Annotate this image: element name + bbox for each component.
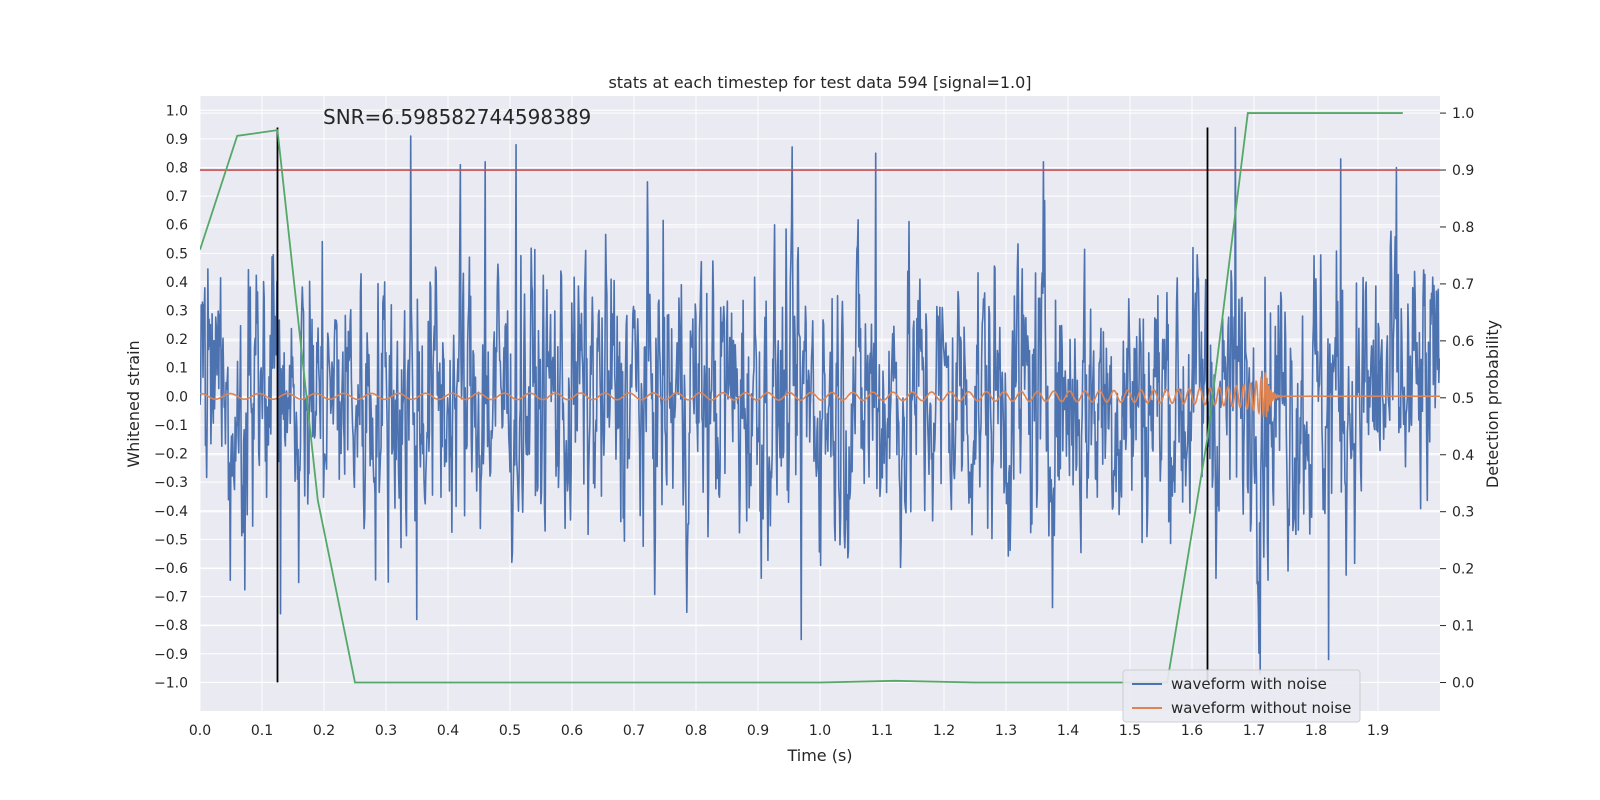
- axes-ticks: 0.0 0.1 0.2 0.3 0.4 0.5 0.6 0.7 0.8 0.9 1.0 1.1 1.2 1…: [154, 103, 1474, 739]
- x-tick-label: 1.8: [1305, 723, 1327, 739]
- y-axis-label-right: Detection probability: [1483, 320, 1502, 488]
- y-tick-label-left: −0.4: [154, 504, 188, 520]
- x-tick-label: 0.4: [437, 723, 459, 739]
- y-tick-label-left: −0.8: [154, 618, 188, 634]
- x-tick-label: 0.8: [685, 723, 707, 739]
- snr-annotation: SNR=6.598582744598389: [323, 105, 591, 129]
- plot-series: [200, 112, 1440, 684]
- y-tick-label-right: 0.2: [1452, 562, 1474, 578]
- x-tick-label: 1.0: [809, 723, 831, 739]
- legend: waveform with noise waveform without noi…: [1122, 669, 1361, 723]
- y-tick-label-left: 0.9: [166, 132, 188, 148]
- chart-title: stats at each timestep for test data 594…: [608, 73, 1031, 92]
- x-tick-label: 1.2: [933, 723, 955, 739]
- x-tick-label: 0.0: [189, 723, 211, 739]
- y-tick-label-right: 0.5: [1452, 391, 1474, 407]
- y-tick-label-left: 0.1: [166, 361, 188, 377]
- y-axis-label-left: Whitened strain: [124, 340, 143, 467]
- y-tick-label-left: −0.1: [154, 418, 188, 434]
- y-tick-label-left: −0.3: [154, 475, 188, 491]
- y-tick-label-left: −0.9: [154, 647, 188, 663]
- x-tick-label: 0.1: [251, 723, 273, 739]
- y-tick-label-left: −0.6: [154, 561, 188, 577]
- x-tick-label: 0.3: [375, 723, 397, 739]
- y-tick-label-left: 0.7: [166, 189, 188, 205]
- series-detection-probability: [200, 112, 1403, 684]
- x-tick-label: 0.5: [499, 723, 521, 739]
- x-tick-label: 0.9: [747, 723, 769, 739]
- legend-label-clean: waveform without noise: [1171, 699, 1351, 717]
- x-tick-label: 1.5: [1119, 723, 1141, 739]
- y-tick-label-left: −0.2: [154, 447, 188, 463]
- y-tick-label-left: 0.8: [166, 161, 188, 177]
- y-tick-label-left: 0.4: [166, 275, 188, 291]
- y-tick-label-right: 0.8: [1452, 220, 1474, 236]
- x-tick-label: 1.4: [1057, 723, 1079, 739]
- legend-label-noise: waveform with noise: [1171, 675, 1327, 693]
- y-tick-label-left: −0.7: [154, 590, 188, 606]
- y-tick-label-right: 0.0: [1452, 676, 1474, 692]
- x-tick-label: 1.9: [1367, 723, 1389, 739]
- legend-box: [1122, 669, 1361, 723]
- y-tick-label-right: 0.7: [1452, 277, 1474, 293]
- y-tick-label-right: 0.1: [1452, 619, 1474, 635]
- series-waveform-without-noise: [200, 372, 1440, 418]
- x-tick-label: 1.7: [1243, 723, 1265, 739]
- y-tick-label-left: −0.5: [154, 532, 188, 548]
- x-tick-label: 0.6: [561, 723, 583, 739]
- y-tick-label-right: 1.0: [1452, 106, 1474, 122]
- x-tick-label: 1.6: [1181, 723, 1203, 739]
- y-tick-label-left: 1.0: [166, 103, 188, 119]
- y-tick-label-right: 0.6: [1452, 334, 1474, 350]
- y-tick-label-right: 0.3: [1452, 505, 1474, 521]
- x-tick-label: 0.7: [623, 723, 645, 739]
- y-tick-label-left: 0.3: [166, 304, 188, 320]
- x-tick-label: 0.2: [313, 723, 335, 739]
- y-tick-label-right: 0.9: [1452, 163, 1474, 179]
- series-waveform-with-noise: [200, 126, 1440, 675]
- y-tick-label-left: 0.0: [166, 389, 188, 405]
- y-tick-label-left: 0.6: [166, 218, 188, 234]
- x-tick-label: 1.1: [871, 723, 893, 739]
- y-tick-label-right: 0.4: [1452, 448, 1474, 464]
- y-tick-label-left: 0.2: [166, 332, 188, 348]
- y-tick-label-left: −1.0: [154, 675, 188, 691]
- y-tick-label-left: 0.5: [166, 246, 188, 262]
- x-tick-label: 1.3: [995, 723, 1017, 739]
- x-axis-label: Time (s): [786, 746, 852, 765]
